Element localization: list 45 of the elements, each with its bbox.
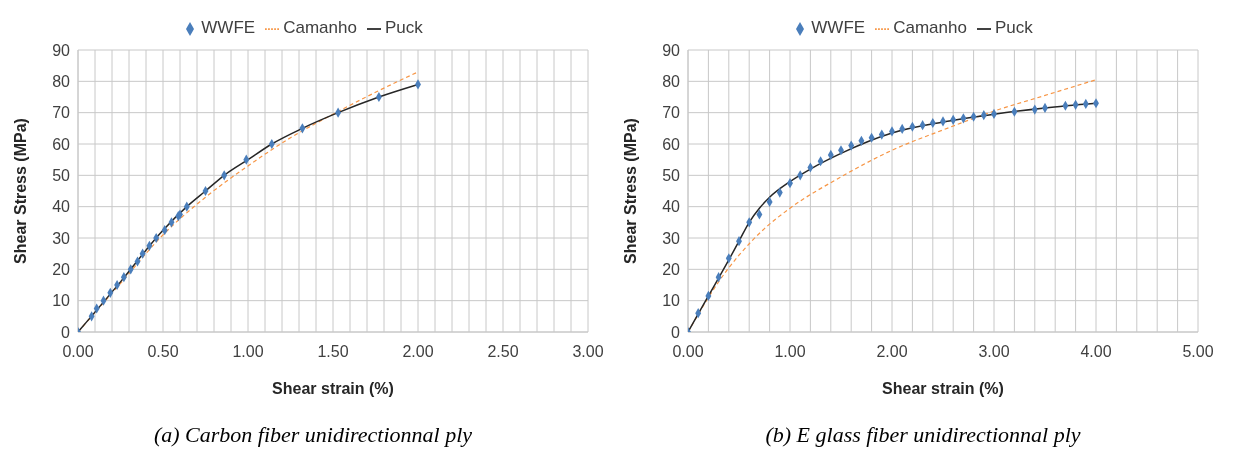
- x-tick-label: 2.50: [487, 343, 519, 361]
- x-tick-label: 0.50: [147, 343, 179, 361]
- x-tick-label: 2.00: [402, 343, 434, 361]
- y-tick-label: 40: [52, 198, 71, 216]
- x-tick-label: 1.00: [232, 343, 264, 361]
- y-tick-label: 80: [52, 73, 71, 91]
- y-tick-label: 20: [52, 261, 71, 279]
- y-tick-label: 90: [52, 41, 71, 59]
- y-tick-label: 30: [52, 229, 71, 247]
- x-tick-label: 3.00: [978, 343, 1010, 361]
- y-tick-label: 0: [671, 323, 681, 341]
- y-tick-label: 0: [61, 323, 71, 341]
- x-tick-label: 5.00: [1182, 343, 1214, 361]
- legend-label: WWFE: [811, 18, 866, 37]
- legend-label: Camanho: [893, 18, 967, 37]
- y-tick-label: 80: [662, 73, 681, 91]
- x-tick-label: 2.00: [876, 343, 908, 361]
- legend-label: Camanho: [283, 18, 357, 37]
- legend-label: WWFE: [201, 18, 256, 37]
- text: (b) E glass fiber unidirectionnal ply: [764, 422, 1082, 448]
- y-tick-label: 20: [662, 261, 681, 279]
- text: (a) Carbon fiber unidirectionnal ply: [152, 422, 474, 448]
- x-axis-title: Shear strain (%): [272, 380, 394, 397]
- y-tick-label: 90: [662, 41, 681, 59]
- y-axis-title: Shear Stress (MPa): [11, 118, 29, 264]
- x-axis-title: Shear strain (%): [882, 380, 1004, 397]
- x-tick-label: 1.00: [774, 343, 806, 361]
- legend-label: Puck: [994, 18, 1033, 37]
- x-tick-label: 0.00: [672, 343, 704, 361]
- y-tick-label: 70: [662, 104, 681, 122]
- y-tick-label: 10: [52, 292, 71, 310]
- y-tick-label: 50: [662, 167, 681, 185]
- y-tick-label: 30: [662, 229, 681, 247]
- legend-label: Puck: [384, 18, 423, 37]
- y-tick-label: 70: [52, 104, 71, 122]
- x-tick-label: 1.50: [317, 343, 349, 361]
- x-tick-label: 3.00: [572, 343, 604, 361]
- y-tick-label: 40: [662, 198, 681, 216]
- y-tick-label: 10: [662, 292, 681, 310]
- y-tick-label: 60: [52, 135, 71, 153]
- y-axis-title: Shear Stress (MPa): [621, 118, 639, 264]
- y-tick-label: 50: [52, 167, 71, 185]
- y-tick-label: 60: [662, 135, 681, 153]
- x-tick-label: 4.00: [1080, 343, 1112, 361]
- x-tick-label: 0.00: [62, 343, 94, 361]
